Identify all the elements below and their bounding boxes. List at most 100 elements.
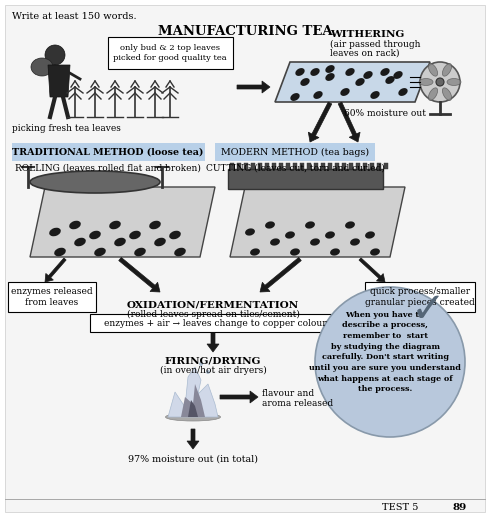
Ellipse shape [174,248,186,256]
Ellipse shape [290,248,300,255]
Bar [365,282,475,312]
Text: 97% moisture out (in total): 97% moisture out (in total) [128,455,258,464]
Ellipse shape [74,238,86,246]
Text: OXIDATION/FERMENTATION: OXIDATION/FERMENTATION [127,300,299,309]
Text: ✓: ✓ [411,289,445,331]
Bar [265,163,269,169]
Circle shape [45,45,65,65]
Text: TEST 5: TEST 5 [382,503,418,511]
Text: only bud & 2 top leaves
picked for good quality tea: only bud & 2 top leaves picked for good … [113,44,227,62]
Ellipse shape [265,221,275,229]
Polygon shape [48,65,70,97]
Text: enzymes + air → leaves change to copper colour: enzymes + air → leaves change to copper … [104,318,326,327]
Bar [370,163,374,169]
Ellipse shape [94,248,106,256]
Ellipse shape [313,91,323,99]
Ellipse shape [370,248,380,255]
Bar [356,163,360,169]
Polygon shape [230,187,405,257]
Text: Write at least 150 words.: Write at least 150 words. [12,12,137,21]
Text: (air passed through: (air passed through [330,40,420,49]
Ellipse shape [169,231,181,239]
Ellipse shape [419,79,433,85]
Text: quick process/smaller
granular pieces created: quick process/smaller granular pieces cr… [365,287,475,307]
Bar [108,37,233,69]
Ellipse shape [442,64,452,76]
Text: 89: 89 [453,503,467,511]
Text: WITHERING: WITHERING [330,30,404,39]
Bar [377,163,381,169]
Text: MODERN METHOD (tea bags): MODERN METHOD (tea bags) [221,147,369,157]
Ellipse shape [355,78,365,86]
Text: picking fresh tea leaves: picking fresh tea leaves [12,124,121,133]
Circle shape [206,370,210,374]
Ellipse shape [325,232,335,239]
Circle shape [436,78,444,86]
Bar [328,163,332,169]
Bar [244,163,248,169]
Ellipse shape [250,248,260,255]
Polygon shape [45,258,66,282]
Bar [293,163,297,169]
Polygon shape [181,384,205,417]
Bar [251,163,255,169]
Ellipse shape [380,68,390,76]
Polygon shape [359,258,385,282]
Ellipse shape [325,65,335,73]
Text: TRADITIONAL METHOD (loose tea): TRADITIONAL METHOD (loose tea) [12,147,204,157]
Ellipse shape [149,221,161,229]
Polygon shape [237,81,270,93]
Polygon shape [30,187,215,257]
Ellipse shape [89,231,101,239]
Ellipse shape [345,68,355,76]
Polygon shape [220,391,258,403]
Bar [342,163,346,169]
Bar [349,163,353,169]
Bar [272,163,276,169]
Ellipse shape [300,78,310,86]
Ellipse shape [350,238,360,246]
Bar [215,143,375,161]
Bar [321,163,325,169]
Ellipse shape [393,71,403,79]
Ellipse shape [109,221,121,229]
Bar [314,163,318,169]
Polygon shape [338,102,360,142]
Ellipse shape [305,221,315,229]
Text: enzymes released
from leaves: enzymes released from leaves [11,287,93,307]
Ellipse shape [428,88,438,100]
Polygon shape [188,400,198,417]
Bar [335,163,339,169]
Ellipse shape [31,58,53,76]
Ellipse shape [30,171,160,193]
Circle shape [315,287,465,437]
Ellipse shape [69,221,81,229]
Bar [90,314,340,332]
Text: 60% moisture out: 60% moisture out [344,109,426,118]
Bar [237,163,241,169]
Ellipse shape [285,232,295,239]
Ellipse shape [365,232,375,239]
Ellipse shape [310,238,320,246]
Ellipse shape [245,229,255,236]
Ellipse shape [363,71,373,79]
Polygon shape [260,257,301,292]
Bar [12,143,205,161]
Polygon shape [275,62,430,102]
Ellipse shape [447,79,461,85]
Circle shape [420,62,460,102]
Text: MANUFACTURING TEA: MANUFACTURING TEA [158,25,332,38]
Bar [279,163,283,169]
Text: FIRING/DRYING: FIRING/DRYING [165,356,261,365]
Text: CUTTING (leaves cut, torn and curled): CUTTING (leaves cut, torn and curled) [206,163,385,173]
Circle shape [199,362,203,366]
Ellipse shape [114,238,126,246]
Bar [258,163,262,169]
Polygon shape [168,367,218,417]
Ellipse shape [428,64,438,76]
Ellipse shape [49,227,61,236]
Ellipse shape [341,88,350,96]
Ellipse shape [330,248,340,255]
Ellipse shape [398,88,408,96]
Polygon shape [308,102,332,142]
